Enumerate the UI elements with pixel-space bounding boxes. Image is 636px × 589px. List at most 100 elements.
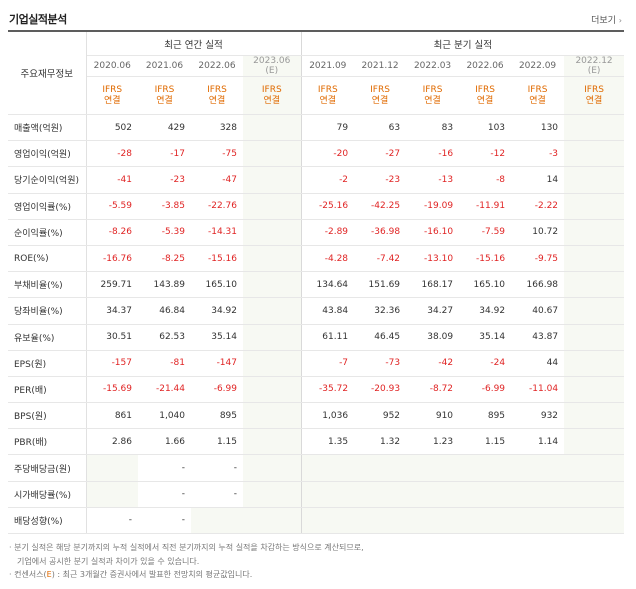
top-divider xyxy=(8,30,624,32)
table-cell xyxy=(243,428,302,456)
accounting-standard: IFRS 연결 xyxy=(191,76,243,115)
table-cell: -7.59 xyxy=(459,219,512,246)
row-label: 영업이익(억원) xyxy=(8,140,87,168)
row-label: PBR(배) xyxy=(8,428,87,456)
table-cell: -11.91 xyxy=(459,193,512,220)
table-row: 시가배당률(%) - - xyxy=(8,481,625,508)
table-cell: -19.09 xyxy=(406,193,460,220)
standard-line2: 연결 xyxy=(103,95,121,106)
table-cell: 43.84 xyxy=(300,297,355,325)
table-cell: 35.14 xyxy=(459,324,512,351)
table-cell xyxy=(564,350,625,377)
table-cell: 38.09 xyxy=(406,324,460,351)
standard-line2: 연결 xyxy=(371,95,389,106)
table-cell: -23 xyxy=(138,166,191,194)
table-cell: 40.67 xyxy=(511,297,565,325)
period-label: 2022.06 xyxy=(198,61,236,71)
row-label: 순이익률(%) xyxy=(8,219,87,246)
table-cell: 1.14 xyxy=(511,428,565,456)
row-label: PER(배) xyxy=(8,376,87,404)
table-cell: -14.31 xyxy=(191,219,243,246)
table-cell: 895 xyxy=(191,402,243,430)
table-row: 유보율(%) 30.51 62.53 35.14 61.11 46.45 38.09 35.1… xyxy=(8,324,625,351)
table-cell: 61.11 xyxy=(300,324,355,351)
table-cell: 861 xyxy=(86,402,138,430)
table-cell xyxy=(564,271,625,299)
estimate-mark: (E) xyxy=(587,66,601,76)
table-cell: -2.22 xyxy=(511,193,565,220)
table-cell: -4.28 xyxy=(300,245,355,273)
table-cell xyxy=(243,271,302,299)
table-cell xyxy=(564,454,625,482)
table-cell: -17 xyxy=(138,140,191,168)
table-cell: 62.53 xyxy=(138,324,191,351)
table-cell xyxy=(564,297,625,325)
table-cell xyxy=(86,481,138,508)
footnote-3-mark: E xyxy=(46,570,52,579)
table-cell: 30.51 xyxy=(86,324,138,351)
table-cell: 895 xyxy=(459,402,512,430)
table-cell: -3 xyxy=(511,140,565,168)
table-cell: 46.84 xyxy=(138,297,191,325)
period-header: 2020.06 xyxy=(86,55,138,77)
table-cell xyxy=(243,376,302,404)
table-row: 매출액(억원) 502 429 328 79 63 83 103 130 xyxy=(8,114,625,142)
table-cell: -81 xyxy=(138,350,191,377)
table-cell xyxy=(564,140,625,168)
accounting-standard: IFRS 연결 xyxy=(564,76,625,115)
table-cell: -20.93 xyxy=(354,376,407,404)
table-cell xyxy=(243,193,302,220)
table-row: PBR(배) 2.86 1.66 1.15 1.35 1.32 1.23 1.15 1.14 xyxy=(8,428,625,456)
table-cell: 35.14 xyxy=(191,324,243,351)
table-row: 순이익률(%) -8.26 -5.39 -14.31 -2.89 -36.98 -16.10… xyxy=(8,219,625,246)
table-cell: -42 xyxy=(406,350,460,377)
standard-line2: 연결 xyxy=(156,95,173,106)
table-cell: -41 xyxy=(86,166,138,194)
table-cell: -16 xyxy=(406,140,460,168)
standard-line2: 연결 xyxy=(476,95,494,106)
table-cell: 429 xyxy=(138,114,191,142)
table-cell xyxy=(406,507,460,535)
table-cell: -157 xyxy=(86,350,138,377)
table-cell xyxy=(243,114,302,142)
period-label: 2021.09 xyxy=(309,61,347,71)
financial-table: 주요재무정보 최근 연간 실적 최근 분기 실적 2020.06 2021.06 2… xyxy=(8,32,625,535)
table-cell: -5.39 xyxy=(138,219,191,246)
table-cell: -2.89 xyxy=(300,219,355,246)
standard-line1: IFRS xyxy=(102,84,123,95)
standard-line2: 연결 xyxy=(529,95,546,106)
table-cell xyxy=(300,454,355,482)
table-cell xyxy=(459,481,512,508)
accounting-standard: IFRS 연결 xyxy=(511,76,565,115)
period-label: 2023.06 xyxy=(253,56,291,66)
row-label: 배당성향(%) xyxy=(8,507,87,535)
table-cell: 1.23 xyxy=(406,428,460,456)
table-cell: -73 xyxy=(354,350,407,377)
table-cell: 259.71 xyxy=(86,271,138,299)
table-cell: -23 xyxy=(354,166,407,194)
table-cell: -9.75 xyxy=(511,245,565,273)
standard-line1: IFRS xyxy=(475,84,495,95)
table-cell: -20 xyxy=(300,140,355,168)
table-cell: -8.25 xyxy=(138,245,191,273)
table-cell: - xyxy=(86,507,138,535)
table-cell: -27 xyxy=(354,140,407,168)
period-header: 2021.12 xyxy=(354,55,407,77)
table-cell: -12 xyxy=(459,140,512,168)
row-label: BPS(원) xyxy=(8,402,87,430)
accounting-standard: IFRS 연결 xyxy=(406,76,460,115)
table-cell xyxy=(191,507,243,535)
standard-line2: 연결 xyxy=(424,95,441,106)
row-label: 당좌비율(%) xyxy=(8,297,87,325)
table-cell: -7 xyxy=(300,350,355,377)
table-cell: -15.16 xyxy=(191,245,243,273)
more-link[interactable]: 더보기 › xyxy=(591,13,622,26)
accounting-standard: IFRS 연결 xyxy=(138,76,191,115)
accounting-standard: IFRS 연결 xyxy=(459,76,512,115)
table-cell: 1,036 xyxy=(300,402,355,430)
table-cell: 165.10 xyxy=(459,271,512,299)
table-cell xyxy=(564,507,625,535)
period-label: 2022.03 xyxy=(413,61,452,71)
table-cell: -8 xyxy=(459,166,512,194)
table-cell: 34.27 xyxy=(406,297,460,325)
